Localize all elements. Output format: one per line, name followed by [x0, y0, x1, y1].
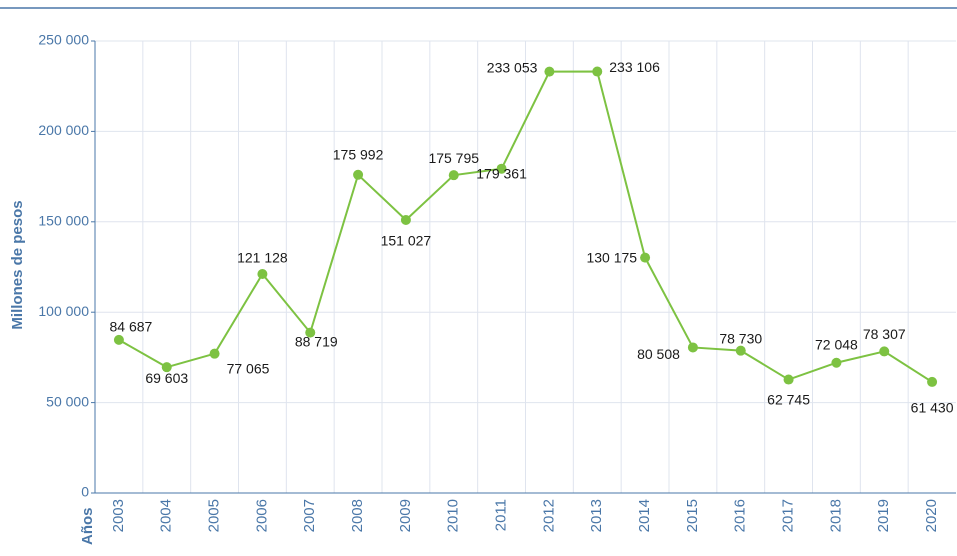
y-tick-label: 50 000 — [46, 393, 89, 409]
x-tick-label: 2015 — [684, 499, 701, 532]
x-tick-label: 2004 — [158, 499, 175, 532]
x-tick-label: 2020 — [923, 499, 940, 532]
x-tick-label: 2009 — [397, 499, 414, 532]
point — [783, 374, 794, 385]
point — [161, 362, 172, 373]
point — [831, 357, 842, 368]
y-axis-label: Millones de pesos — [9, 200, 26, 329]
data-label: 72 048 — [815, 336, 858, 352]
line — [118, 70, 933, 383]
data-label: 88 719 — [295, 333, 338, 349]
x-axis-label: Años — [79, 508, 96, 546]
data-label: 77 065 — [227, 360, 270, 376]
x-tick-label: 2008 — [349, 499, 366, 532]
x-tick-label: 2016 — [732, 499, 749, 532]
point — [735, 345, 746, 356]
x-tick-label: 2007 — [301, 499, 318, 532]
x-tick-label: 2013 — [588, 499, 605, 532]
x-tick-label: 2018 — [827, 499, 844, 532]
data-label: 121 128 — [237, 250, 288, 266]
point — [305, 327, 316, 338]
point — [209, 348, 220, 359]
x-tick-label: 2019 — [875, 499, 892, 532]
x-tick-label: 2014 — [636, 499, 653, 532]
point — [640, 252, 651, 263]
data-label: 175 992 — [333, 147, 384, 163]
data-label: 151 027 — [381, 233, 432, 249]
data-label: 175 795 — [428, 150, 479, 166]
data-label: 130 175 — [586, 249, 637, 265]
point — [927, 376, 938, 387]
x-tick-label: 2010 — [445, 499, 462, 532]
point — [879, 346, 890, 357]
point — [592, 66, 603, 77]
data-label: 233 053 — [487, 59, 538, 75]
x-tick-label: 2011 — [493, 499, 510, 531]
data-label: 80 508 — [637, 346, 680, 362]
y-tick-label: 100 000 — [38, 303, 89, 319]
point — [257, 269, 268, 280]
point — [496, 163, 507, 174]
x-tick-label: 2017 — [780, 499, 797, 532]
data-label: 179 361 — [476, 165, 527, 181]
x-tick-label: 2012 — [540, 499, 557, 532]
data-label: 62 745 — [767, 391, 810, 407]
point — [687, 342, 698, 353]
x-tick-label: 2005 — [206, 499, 223, 532]
y-tick-label: 0 — [81, 484, 89, 500]
data-label: 61 430 — [911, 400, 954, 416]
point — [400, 214, 411, 225]
y-tick-label: 150 000 — [38, 213, 89, 229]
point — [448, 170, 459, 181]
point — [113, 334, 124, 345]
y-tick-label: 250 000 — [38, 32, 89, 48]
x-tick-label: 2006 — [253, 499, 270, 532]
y-tick-label: 200 000 — [38, 122, 89, 138]
point — [544, 66, 555, 77]
data-label: 84 687 — [110, 319, 153, 335]
point — [353, 169, 364, 180]
data-label: 69 603 — [145, 370, 188, 386]
data-label: 233 106 — [609, 59, 660, 75]
x-tick-label: 2003 — [110, 499, 127, 532]
data-label: 78 307 — [863, 326, 906, 342]
data-label: 78 730 — [719, 330, 762, 346]
